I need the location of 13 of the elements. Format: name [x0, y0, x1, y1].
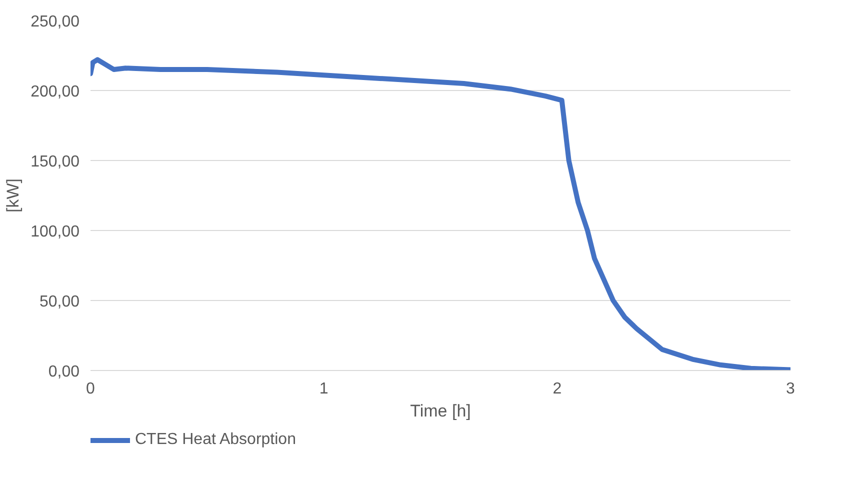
legend-label: CTES Heat Absorption	[135, 431, 296, 449]
x-axis-title: Time [h]	[410, 402, 471, 420]
y-tick-label: 150,00	[30, 154, 80, 170]
y-tick-label: 250,00	[30, 14, 80, 30]
x-tick-label: 0	[86, 380, 96, 398]
x-tick-label: 2	[552, 380, 562, 398]
x-tick-label: 3	[786, 380, 796, 398]
y-tick-label: 200,00	[30, 84, 80, 100]
y-tick-label: 50,00	[39, 294, 80, 310]
x-tick-label: 1	[319, 380, 328, 398]
y-axis-title: [kW]	[4, 178, 23, 212]
y-tick-label: 100,00	[30, 224, 80, 240]
y-tick-label: 0,00	[48, 364, 80, 380]
